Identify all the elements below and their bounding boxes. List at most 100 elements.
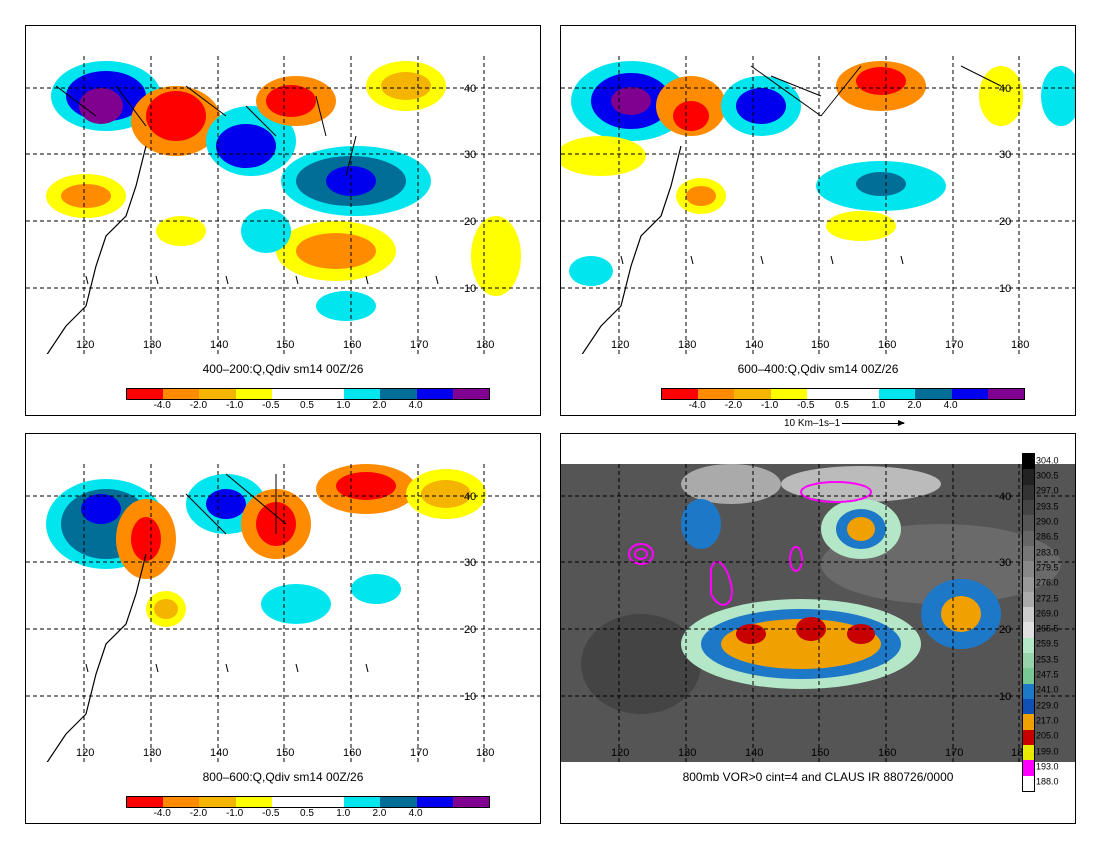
colorbar-swatch [308, 389, 345, 399]
colorbar-swatch [843, 389, 880, 399]
lon-label-150: 150 [811, 339, 829, 351]
ir-colorbar-label: 283.0 [1036, 547, 1059, 558]
lon-label-160: 160 [878, 747, 896, 759]
lat-label-20: 20 [464, 216, 476, 228]
ir-swatch [1023, 561, 1034, 577]
coastline [46, 553, 147, 762]
lat-label-40: 40 [464, 491, 476, 503]
ir-colorbar-label: 269.0 [1036, 608, 1059, 619]
lon-label-180: 180 [1011, 339, 1029, 351]
map-canvas: 40 30 20 10 120 130 140 150 160 170 180 [561, 464, 1075, 762]
ir-swatch [1023, 744, 1034, 761]
colorbar-label: -0.5 [262, 400, 280, 411]
lon-labels: 120 130 140 150 160 170 180 [611, 747, 1029, 759]
colorbar-swatch [734, 389, 771, 399]
lon-label-150: 150 [276, 747, 294, 759]
colorbar-swatch [344, 797, 381, 807]
ir-colorbar-label: 217.0 [1036, 715, 1059, 726]
colorbar-swatch [452, 797, 490, 807]
colorbar-label: -1.0 [760, 400, 779, 411]
lon-label-160: 160 [343, 747, 361, 759]
map-600-400: 40 30 20 10 120 130 140 150 160 170 180 [561, 56, 1075, 354]
ir-colorbar-label: 253.5 [1036, 654, 1059, 665]
panel-title: 600–400:Q,Qdiv sm14 00Z/26 [737, 362, 899, 376]
colorbar-swatch [380, 797, 417, 807]
colorbar-swatch [199, 797, 236, 807]
qdiv-colorbar [126, 388, 490, 400]
colorbar-label: -0.5 [262, 808, 280, 819]
ir-swatch [1023, 622, 1034, 638]
lon-label-140: 140 [745, 747, 763, 759]
colorbar-swatch [806, 389, 844, 399]
wind-vectors [620, 65, 1002, 265]
lon-label-150: 150 [276, 339, 294, 351]
ir-swatch [1023, 714, 1034, 730]
ir-swatch [1023, 760, 1034, 776]
lon-labels: 120 130 140 150 160 170 180 [76, 747, 494, 759]
ir-colorbar-label: 193.0 [1036, 761, 1059, 772]
lat-label-20: 20 [464, 624, 476, 636]
ir-swatch [1023, 668, 1034, 684]
ir-colorbar-label: 247.5 [1036, 669, 1059, 680]
colorbar-label: 1.0 [336, 808, 351, 819]
colorbar-swatch [698, 389, 735, 399]
ir-colorbar-label: 205.0 [1036, 730, 1059, 741]
panel-ir-vorticity: 40 30 20 10 120 130 140 150 160 170 180 … [560, 433, 1076, 824]
coastline [581, 145, 682, 354]
colorbar-swatch [344, 389, 381, 399]
lon-label-120: 120 [611, 747, 629, 759]
lat-labels: 40 30 20 10 [999, 491, 1011, 703]
colorbar-label: -4.0 [153, 400, 171, 411]
lon-label-120: 120 [76, 339, 94, 351]
lon-label-140: 140 [210, 747, 228, 759]
ir-swatch [1023, 499, 1034, 516]
colorbar-swatch [770, 389, 807, 399]
lat-labels: 40 30 20 10 [464, 491, 476, 703]
qdiv-colorbar-labels: -4.0 -2.0 -1.0 -0.5 0.5 1.0 2.0 4.0 [126, 808, 488, 820]
lat-label-30: 30 [464, 149, 476, 161]
colorbar-label: 1.0 [871, 400, 886, 411]
colorbar-label: 0.5 [835, 400, 849, 411]
lon-label-170: 170 [410, 747, 428, 759]
colorbar-label: 0.5 [300, 808, 314, 819]
grid-lines [561, 56, 1075, 354]
ir-colorbar-label: 300.5 [1036, 470, 1059, 481]
ir-colorbar-label: 199.0 [1036, 746, 1059, 757]
lat-label-10: 10 [999, 283, 1011, 295]
colorbar-label: -4.0 [153, 808, 171, 819]
lon-label-140: 140 [745, 339, 763, 351]
map-canvas: 40 30 20 10 120 130 140 150 160 170 180 [26, 464, 540, 762]
lat-label-20: 20 [999, 624, 1011, 636]
grid-lines [26, 464, 540, 762]
lat-labels: 40 30 20 10 [999, 83, 1011, 295]
grid-lines [561, 464, 1075, 762]
colorbar-swatch [452, 389, 490, 399]
lat-label-10: 10 [464, 691, 476, 703]
coastline [46, 145, 147, 354]
lon-label-170: 170 [945, 747, 963, 759]
colorbar-label: -1.0 [225, 400, 244, 411]
ir-colorbar [1022, 453, 1035, 792]
panel-400-200: 40 30 20 10 120 130 140 150 160 170 180 … [25, 25, 541, 416]
ir-swatch [1023, 653, 1034, 669]
ir-swatch [1023, 637, 1034, 654]
colorbar-label: -2.0 [724, 400, 743, 411]
map-canvas: 40 30 20 10 120 130 140 150 160 170 180 [561, 56, 1075, 354]
colorbar-swatch [662, 389, 699, 399]
panel-title: 800mb VOR>0 cint=4 and CLAUS IR 880726/0… [682, 770, 954, 784]
map-canvas: 40 30 20 10 120 130 140 150 160 170 180 [26, 56, 540, 354]
colorbar-swatch [271, 797, 309, 807]
qdiv-colorbar [661, 388, 1025, 400]
qdiv-colorbar [126, 796, 490, 808]
panel-title: 400–200:Q,Qdiv sm14 00Z/26 [202, 362, 364, 376]
lon-labels: 120 130 140 150 160 170 180 [611, 339, 1029, 351]
lon-label-160: 160 [343, 339, 361, 351]
colorbar-swatch [951, 389, 988, 399]
qdiv-shading [561, 61, 1075, 286]
ir-swatch [1023, 591, 1034, 608]
lat-label-30: 30 [999, 149, 1011, 161]
lat-label-20: 20 [999, 216, 1011, 228]
ir-swatch [1023, 530, 1034, 546]
colorbar-label: 2.0 [372, 400, 387, 411]
panel-600-400: 40 30 20 10 120 130 140 150 160 170 180 … [560, 25, 1076, 416]
